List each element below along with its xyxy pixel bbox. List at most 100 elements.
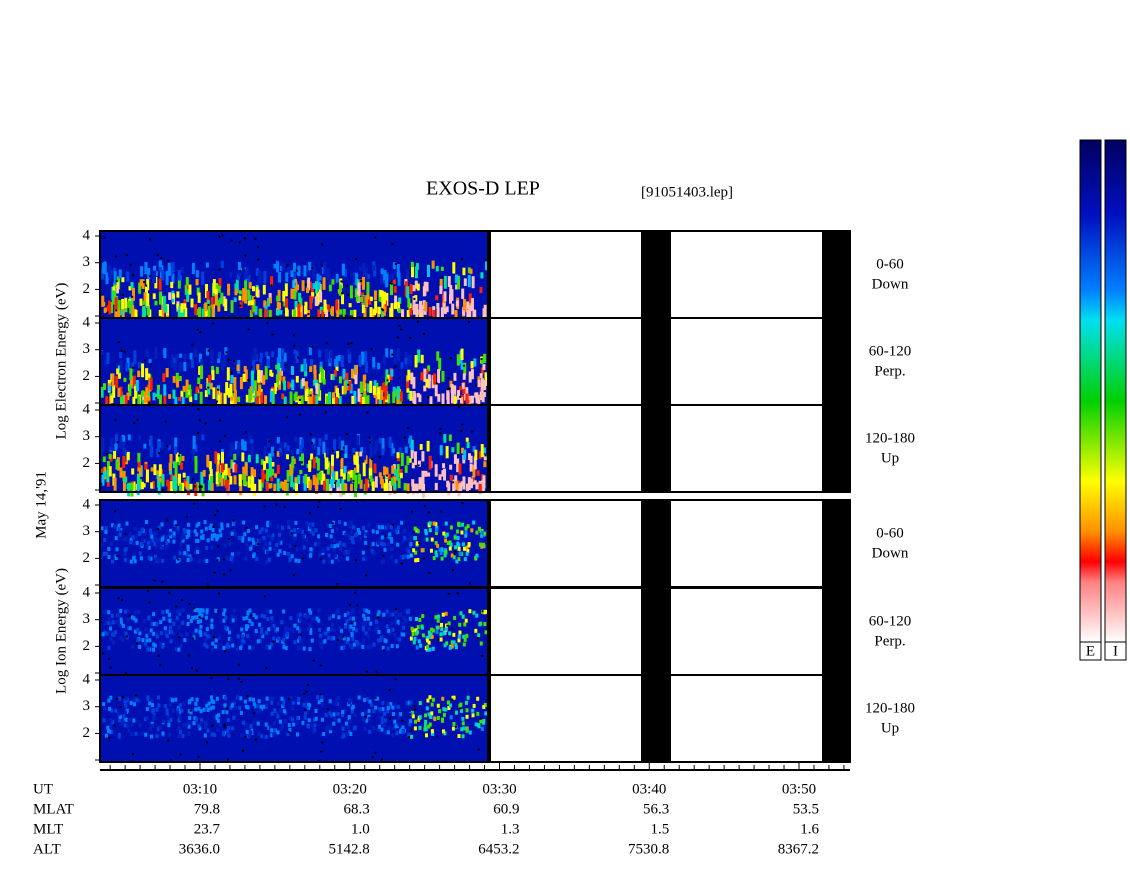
spectrogram-cell xyxy=(156,558,160,563)
noise-dot xyxy=(461,502,464,505)
spectrogram-cell xyxy=(293,262,297,272)
spectrogram-cell xyxy=(128,532,132,537)
noise-dot xyxy=(299,633,302,636)
spectrogram-cell xyxy=(286,551,290,556)
spectrogram-cell xyxy=(363,307,367,321)
spectrogram-cell xyxy=(477,633,481,638)
noise-dot xyxy=(446,624,449,627)
spectrogram-cell xyxy=(177,269,181,281)
spectrogram-cell xyxy=(395,473,399,481)
spectrogram-cell xyxy=(482,475,486,489)
spectrogram-cell xyxy=(377,362,381,370)
spectrogram-cell xyxy=(216,718,220,723)
spectrogram-cell xyxy=(317,446,321,456)
spectrogram-cell xyxy=(111,559,115,564)
spectrogram-cell xyxy=(301,453,305,466)
spectrogram-cell xyxy=(270,276,274,287)
spectrogram-cell xyxy=(424,528,428,533)
noise-dot xyxy=(100,482,103,485)
spectrogram-cell xyxy=(150,482,154,489)
gap-1 xyxy=(641,405,671,492)
spectrogram-cell xyxy=(195,386,199,394)
noise-dot xyxy=(223,558,226,561)
spectrogram-cell xyxy=(240,634,244,639)
spectrogram-cell xyxy=(377,638,381,643)
noise-dot xyxy=(145,284,148,287)
spectrogram-cell xyxy=(279,727,283,732)
spectrogram-cell xyxy=(392,632,396,637)
spectrogram-cell xyxy=(480,726,484,731)
spectrogram-cell xyxy=(198,619,202,624)
ion-axis-label: Log Ion Energy (eV) xyxy=(53,568,69,694)
spectrogram-cell xyxy=(226,367,230,381)
spectrogram-cell xyxy=(407,369,411,381)
blank-2 xyxy=(671,589,822,674)
noise-dot xyxy=(394,678,397,681)
spectrogram-cell xyxy=(381,292,385,304)
spectrogram-cell xyxy=(455,300,459,307)
noise-dot xyxy=(484,259,487,262)
noise-dot xyxy=(410,510,413,513)
spectrogram-cell xyxy=(451,447,455,453)
spectrogram-cell xyxy=(471,477,475,482)
spectrogram-cell xyxy=(342,473,346,480)
noise-dot xyxy=(310,441,313,444)
spectrogram-cell xyxy=(174,477,178,491)
spectrogram-cell xyxy=(282,376,286,384)
spectrogram-cell xyxy=(288,531,292,536)
spectrogram-cell xyxy=(322,473,326,481)
noise-dot xyxy=(293,344,296,347)
spectrogram-cell xyxy=(291,379,295,391)
spectrogram-cell xyxy=(315,616,319,621)
spectrogram-cell xyxy=(146,540,150,545)
row-value: 6453.2 xyxy=(478,841,519,857)
spectrogram-cell xyxy=(131,287,135,301)
spectrogram-cell xyxy=(362,556,366,561)
spectrogram-cell xyxy=(178,375,182,382)
spectrogram-cell xyxy=(468,730,472,735)
noise-dot xyxy=(451,698,454,701)
spectrogram-cell xyxy=(255,268,259,276)
spectrogram-cell xyxy=(345,640,349,645)
spectrogram-cell xyxy=(167,720,171,725)
spectrogram-cell xyxy=(253,380,257,391)
spectrogram-cell xyxy=(140,538,144,543)
spectrogram-cell xyxy=(119,436,123,449)
spectrogram-cell xyxy=(299,617,303,622)
spectrogram-cell xyxy=(381,525,385,530)
y-tick-label: 4 xyxy=(83,496,91,512)
spectrogram-cell xyxy=(323,476,327,491)
spectrogram-cell xyxy=(482,447,486,454)
noise-dot xyxy=(400,328,403,331)
spectrogram-cell xyxy=(110,395,114,403)
spectrogram-cell xyxy=(218,472,222,483)
spectrogram-cell xyxy=(320,695,324,700)
spectrogram-cell xyxy=(312,474,316,486)
spectrogram-cell xyxy=(249,724,253,729)
spectrogram-cell xyxy=(186,547,190,552)
spectrogram-cell xyxy=(263,301,267,308)
spectrogram-cell xyxy=(333,544,337,549)
spectrogram-cell xyxy=(215,714,219,719)
spectrogram-cell xyxy=(171,293,175,299)
spectrogram-cell xyxy=(327,627,331,632)
spectrogram-cell xyxy=(369,296,373,302)
spectrogram-cell xyxy=(107,645,111,650)
spectrogram-cell xyxy=(449,542,453,547)
spectrogram-cell xyxy=(270,372,274,377)
spectrogram-cell xyxy=(369,307,373,321)
spectrogram-cell xyxy=(280,481,284,487)
spectrogram-cell xyxy=(442,707,446,712)
noise-dot xyxy=(157,528,160,531)
spectrogram-cell xyxy=(276,261,280,273)
spectrogram-cell xyxy=(109,621,113,626)
spectrogram-cell xyxy=(190,298,194,308)
spectrogram-cell xyxy=(364,631,368,636)
spectrogram-cell xyxy=(243,441,247,451)
spectrogram-cell xyxy=(307,309,311,321)
spectrogram-cell xyxy=(101,295,105,307)
spectrogram-cell xyxy=(147,396,151,401)
noise-dot xyxy=(418,541,421,544)
spectrogram-cell xyxy=(345,732,349,737)
spectrogram-cell xyxy=(283,380,287,391)
